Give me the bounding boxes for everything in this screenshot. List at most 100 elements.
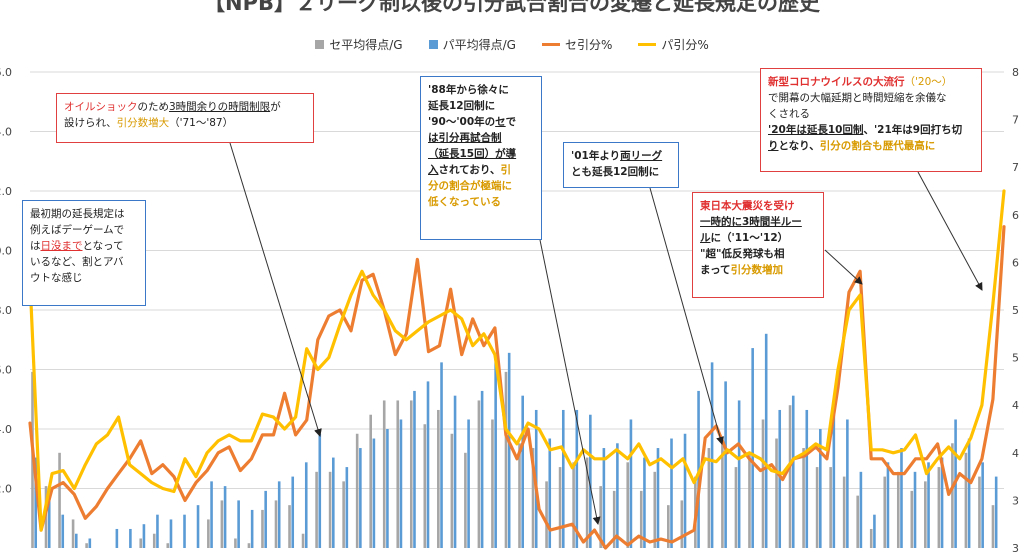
- se-runs-bar: [829, 467, 832, 548]
- pa-runs-bar: [47, 495, 51, 548]
- pa-runs-bar: [629, 419, 633, 548]
- pa-runs-bar: [74, 533, 78, 548]
- se-runs-bar: [653, 471, 657, 548]
- se-runs-bar: [978, 476, 981, 548]
- pa-runs-bar: [61, 514, 65, 548]
- se-runs-bar: [315, 471, 318, 548]
- se-runs-bar: [382, 400, 386, 548]
- note-both-leagues-12: '01年より両リーグ とも延長12回制に: [563, 142, 679, 188]
- se-runs-bar: [680, 500, 684, 548]
- se-runs-bar: [71, 519, 75, 548]
- pa-runs-bar: [250, 509, 254, 548]
- right-tick-label: 7: [1012, 114, 1019, 127]
- pa-runs-bar: [318, 433, 322, 548]
- pa-runs-bar: [737, 400, 741, 548]
- pa-runs-bar: [467, 419, 470, 548]
- pa-runs-bar: [859, 471, 863, 548]
- se-runs-bar: [261, 509, 264, 548]
- line-series: [28, 189, 1006, 550]
- pa-runs-bar: [115, 528, 119, 548]
- pa-runs-bar: [440, 362, 443, 548]
- se-runs-bar: [869, 528, 873, 548]
- legend-item-pa-ties: パ引分%: [638, 36, 709, 53]
- note-earthquake: 東日本大震災を受け 一時的に3時間半ルー ルに（'11～'12） "超"低反発球…: [692, 192, 824, 298]
- pa-runs-bar: [129, 528, 132, 548]
- pa-runs-bar: [981, 462, 984, 548]
- se-runs-bar: [585, 457, 589, 548]
- legend-label: パ引分%: [661, 38, 709, 52]
- se-runs-bar: [491, 419, 494, 548]
- se-runs-bar: [152, 533, 156, 548]
- pa-runs-bar: [359, 448, 362, 548]
- arrow-covid: [917, 171, 983, 291]
- se-runs-bar: [856, 495, 859, 548]
- pa-runs-bar: [778, 409, 782, 548]
- legend-swatch: [315, 40, 325, 49]
- pa-runs-bar: [156, 514, 159, 548]
- se-runs-bar: [247, 543, 251, 548]
- pa-runs-bar: [453, 395, 457, 548]
- pa-runs-bar: [386, 429, 389, 548]
- se-runs-bar: [274, 500, 278, 548]
- note-oil-shock: オイルショックのため3時間余りの時間制限が 設けられ、引分数増大（'71～'87…: [56, 93, 314, 143]
- se-runs-bar: [558, 467, 562, 548]
- legend-item-pa-runs: パ平均得点/G: [428, 36, 516, 53]
- right-tick-label: 3: [1012, 542, 1019, 552]
- left-tick-label: 4.0: [0, 423, 12, 436]
- se-runs-bar: [85, 543, 88, 548]
- pa-runs-bar: [927, 462, 930, 548]
- pa-runs-bar: [332, 457, 335, 548]
- se-runs-bar: [572, 462, 575, 548]
- se-runs-bar: [896, 471, 900, 548]
- se-runs-bar: [545, 481, 548, 548]
- se-runs-bar: [775, 438, 778, 548]
- se-runs-bar: [328, 471, 332, 548]
- se-runs-bar: [437, 409, 440, 548]
- pa-runs-bar: [413, 390, 416, 548]
- pa-runs-bar: [264, 490, 267, 548]
- se-runs-bar: [612, 490, 616, 548]
- pa-runs-bar: [34, 457, 37, 548]
- pa-runs-bar: [521, 395, 524, 548]
- left-axis-ticks: 2.0 4.0 6.0 8.0 10.0 12.0 14.0 16.0: [0, 66, 12, 496]
- pa-runs-bar: [88, 538, 92, 548]
- legend-swatch: [428, 40, 438, 49]
- se-runs-bar: [450, 433, 454, 548]
- left-tick-label: 16.0: [0, 66, 12, 79]
- right-tick-label: 4: [1012, 447, 1019, 460]
- se-runs-bar: [964, 452, 968, 548]
- arrow-oil-shock: [229, 142, 322, 437]
- se-runs-bar: [409, 400, 413, 548]
- left-tick-label: 6.0: [0, 364, 12, 377]
- pa-runs-bar: [683, 433, 687, 548]
- pa-runs-bar: [480, 390, 484, 548]
- annotation-arrows: [229, 142, 983, 525]
- pa-runs-bar: [940, 457, 944, 548]
- left-tick-label: 2.0: [0, 483, 12, 496]
- right-tick-label: 6: [1012, 256, 1019, 269]
- pa-runs-bar: [575, 409, 579, 548]
- pa-runs-bar: [291, 476, 295, 548]
- pa-runs-bar: [399, 419, 403, 548]
- se-runs-bar: [761, 419, 765, 548]
- pa-runs-bar: [277, 481, 281, 548]
- pa-runs-bar: [304, 462, 308, 548]
- se-runs-bar: [342, 481, 345, 548]
- se-runs-bar: [721, 443, 724, 548]
- pa-runs-bar: [900, 448, 903, 548]
- pa-runs-bar: [670, 438, 673, 548]
- pa-runs-bar: [846, 419, 849, 548]
- pa-runs-bar: [913, 471, 917, 548]
- left-tick-label: 8.0: [0, 304, 12, 317]
- pa-runs-bar: [548, 438, 552, 548]
- se-runs-bar: [734, 467, 738, 548]
- left-tick-label: 10.0: [0, 245, 12, 258]
- se-runs-bar: [234, 538, 237, 548]
- se-runs-bar: [802, 448, 805, 548]
- se-runs-bar: [477, 400, 481, 548]
- chart-title: 【NPB】２リーグ制以後の引分試合割合の変遷と延長規定の歴史: [204, 0, 820, 15]
- se-runs-bar: [207, 519, 210, 548]
- right-tick-label: 6: [1012, 209, 1019, 222]
- pa-runs-bar: [589, 414, 592, 548]
